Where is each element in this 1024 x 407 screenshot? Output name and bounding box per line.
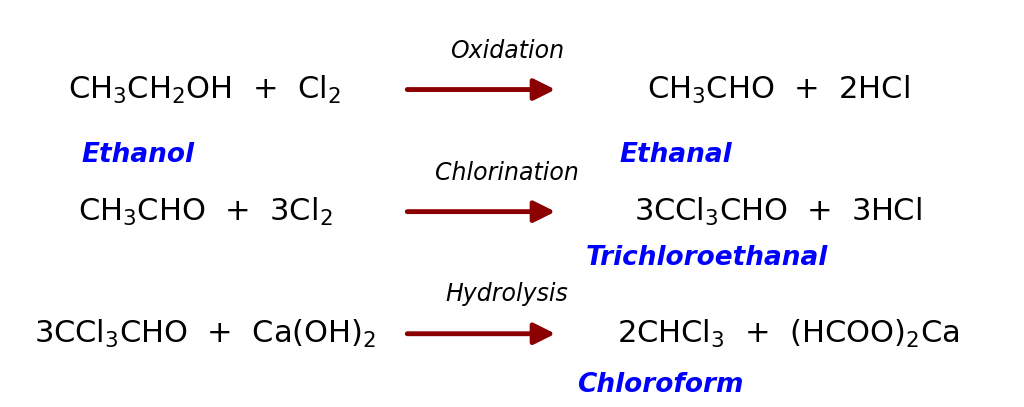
Text: CH$_3$CHO  +  2HCl: CH$_3$CHO + 2HCl [647, 74, 909, 105]
Text: CH$_3$CH$_2$OH  +  Cl$_2$: CH$_3$CH$_2$OH + Cl$_2$ [69, 74, 341, 105]
Text: Hydrolysis: Hydrolysis [445, 282, 568, 306]
Text: Oxidation: Oxidation [450, 39, 564, 63]
Text: Trichloroethanal: Trichloroethanal [586, 245, 827, 271]
Text: 3CCl$_3$CHO  +  Ca(OH)$_2$: 3CCl$_3$CHO + Ca(OH)$_2$ [34, 318, 376, 350]
Text: CH$_3$CHO  +  3Cl$_2$: CH$_3$CHO + 3Cl$_2$ [78, 196, 332, 228]
Text: Chlorination: Chlorination [435, 161, 579, 185]
Text: Ethanol: Ethanol [82, 142, 195, 168]
Text: 3CCl$_3$CHO  +  3HCl: 3CCl$_3$CHO + 3HCl [634, 196, 923, 228]
Text: Chloroform: Chloroform [578, 372, 743, 398]
Text: Ethanal: Ethanal [620, 142, 732, 168]
Text: 2CHCl$_3$  +  (HCOO)$_2$Ca: 2CHCl$_3$ + (HCOO)$_2$Ca [617, 318, 959, 350]
